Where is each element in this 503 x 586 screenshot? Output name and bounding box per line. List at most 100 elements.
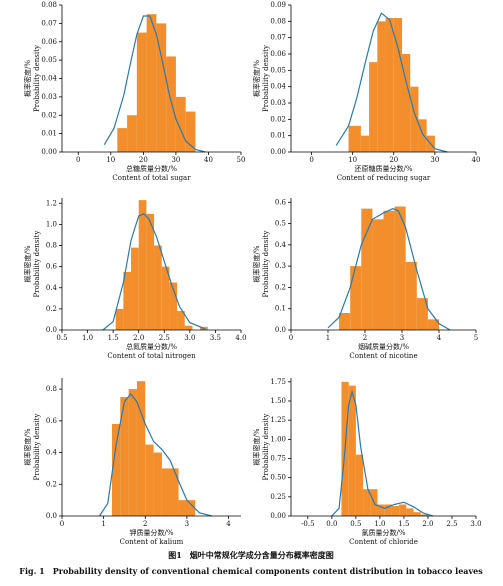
bar: [385, 18, 394, 152]
x-axis-label: 总氮质量分数/%: [126, 342, 177, 351]
bar: [136, 32, 147, 152]
x-tick-label: 1: [326, 334, 330, 342]
y-tick-label: 0.50: [270, 474, 286, 482]
y-tick-label: 0.04: [41, 75, 57, 83]
x-axis-label: 钾质量分数/%: [129, 528, 173, 537]
x-tick-label: 2.0: [133, 334, 144, 342]
bar: [383, 210, 395, 330]
bar: [369, 62, 378, 152]
bar: [361, 208, 373, 330]
y-axis-label: 概率密度/%: [252, 60, 261, 97]
x-tick-label: 40: [472, 156, 481, 164]
y-tick-label: 0.08: [41, 1, 57, 9]
bar: [123, 271, 132, 330]
y-axis-label: Probability density: [33, 414, 41, 481]
x-tick-label: 3: [185, 520, 189, 528]
density-curve: [103, 15, 206, 153]
bar: [161, 468, 179, 516]
bar: [394, 206, 406, 330]
x-tick-label: 1.0: [374, 520, 385, 528]
bar: [117, 128, 128, 152]
x-tick-label: 4: [226, 520, 231, 528]
bar: [413, 512, 421, 516]
bar: [350, 266, 362, 330]
bar: [377, 21, 386, 153]
y-tick-label: 0.25: [270, 493, 286, 501]
bar: [391, 506, 400, 516]
x-tick-label: 1.5: [398, 520, 409, 528]
x-axis-label: Content of reducing sugar: [337, 174, 431, 182]
y-tick-label: 1.2: [46, 199, 57, 207]
bar: [348, 385, 356, 516]
density-curve: [331, 389, 433, 517]
y-tick-label: 0.02: [270, 115, 286, 123]
x-tick-label: 50: [237, 156, 246, 164]
x-axis-label: Content of total nitrogen: [107, 352, 196, 360]
bar: [154, 245, 162, 330]
x-tick-label: 1.5: [108, 334, 119, 342]
bar: [184, 325, 193, 330]
x-axis-label: Content of kalium: [120, 538, 184, 546]
x-tick-label: -0.5: [301, 520, 315, 528]
bar: [372, 219, 384, 330]
bar: [146, 213, 155, 330]
x-tick-label: 3.0: [184, 334, 195, 342]
x-tick-label: 0.0: [326, 520, 337, 528]
x-tick-label: 1: [101, 520, 105, 528]
y-axis-label: 概率密度/%: [252, 245, 261, 282]
bar: [111, 424, 121, 516]
bar: [175, 96, 186, 152]
bar: [145, 444, 154, 516]
y-axis-label: Probability density: [262, 414, 270, 481]
x-tick-label: 2: [363, 334, 367, 342]
y-axis-label: 概率密度/%: [23, 60, 32, 97]
bar: [348, 125, 361, 152]
bar: [166, 56, 176, 153]
bar: [405, 261, 417, 330]
x-axis-label: Content of chloride: [349, 538, 418, 546]
y-tick-label: 1.0: [46, 220, 57, 228]
bar: [127, 115, 137, 152]
bar: [355, 454, 364, 516]
bar: [399, 504, 407, 516]
x-tick-label: 5: [474, 334, 478, 342]
x-tick-label: 2.5: [159, 334, 170, 342]
bar: [177, 310, 185, 330]
y-tick-label: 0.0: [46, 326, 57, 334]
y-tick-label: 0.05: [270, 66, 286, 74]
bar: [339, 312, 351, 330]
bar: [120, 397, 129, 516]
y-tick-label: 0.8: [46, 242, 57, 250]
bar: [146, 14, 157, 152]
y-tick-label: 0.06: [270, 50, 286, 58]
bar: [161, 266, 170, 330]
bar: [185, 111, 196, 152]
bar: [138, 200, 147, 330]
y-tick-label: 0.05: [41, 56, 57, 64]
x-tick-label: 20: [389, 156, 398, 164]
bar: [420, 514, 428, 516]
x-axis-label: 还原糖质量分数/%: [354, 164, 412, 173]
y-tick-label: 0.07: [270, 34, 286, 42]
y-tick-label: 0.8: [46, 385, 57, 393]
bar: [115, 308, 124, 330]
y-tick-label: 0.00: [41, 148, 57, 156]
x-tick-label: 2.5: [446, 520, 457, 528]
x-tick-label: 0.5: [56, 334, 67, 342]
bar: [377, 504, 385, 516]
x-axis-label: 烟碱质量分数/%: [358, 342, 409, 351]
y-tick-label: 0.75: [270, 455, 286, 463]
bar: [169, 282, 178, 330]
bar: [153, 452, 162, 516]
y-tick-label: 0.06: [41, 38, 57, 46]
y-tick-label: 0.1: [275, 305, 286, 313]
y-tick-label: 1.00: [270, 435, 286, 443]
bar: [393, 18, 402, 152]
y-tick-label: 0.4: [275, 241, 287, 249]
y-tick-label: 0.00: [270, 148, 286, 156]
y-tick-label: 0.6: [46, 417, 58, 425]
x-tick-label: 3.0: [470, 520, 481, 528]
y-axis-label: 概率密度/%: [252, 428, 261, 465]
y-tick-label: 0.2: [275, 283, 286, 291]
bar: [402, 54, 411, 152]
